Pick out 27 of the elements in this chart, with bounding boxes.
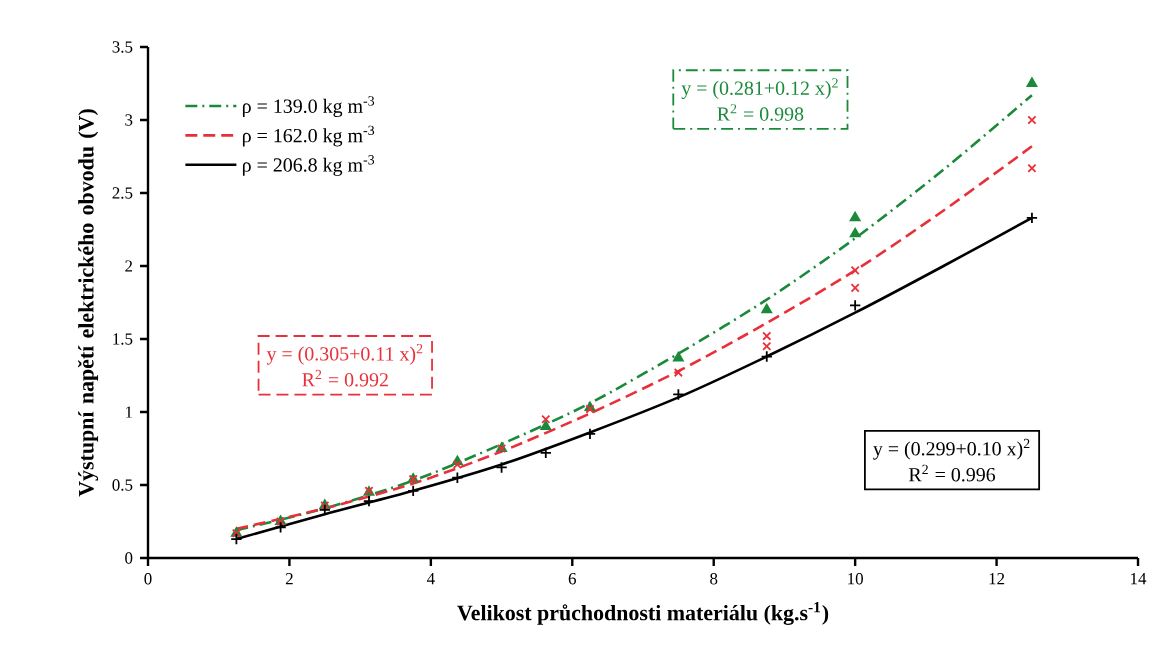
x-tick-label: 2	[285, 573, 293, 585]
x-tick-label: 0	[144, 573, 152, 585]
x-tick-label: 14	[1131, 573, 1147, 585]
y-tick-label: 2	[125, 260, 133, 272]
annotation: R$^{2}$ = 0.996	[908, 464, 996, 482]
y-tick-label: 0.5	[112, 479, 133, 491]
y-tick-label: 3	[125, 114, 133, 126]
y-axis-title: Výstupní napětí elektrického obvodu (V)	[77, 109, 99, 497]
annotation: R$^{2}$ = 0.998	[717, 104, 804, 121]
y-tick-label: 1.5	[113, 333, 133, 345]
x-tick-label: 6	[568, 573, 577, 585]
x-tick-label: 10	[848, 573, 863, 585]
y-tick-label: 2.5	[112, 187, 133, 199]
annotation: R$^{2}$ = 0.992	[302, 369, 388, 387]
annotation: y = (0.305+0.11 x)$^{2}$	[266, 343, 423, 365]
legend-label: ρ = 206.8 kg m$^{-3}$	[242, 155, 375, 176]
legend-label: ρ = 139.0 kg m$^{-3}$	[242, 96, 375, 118]
annotation: y = (0.299+0.10 x)$^{2}$	[873, 438, 1030, 460]
legend-label: ρ = 162.0 kg m$^{-3}$	[242, 125, 375, 147]
x-tick-label: 8	[710, 573, 718, 585]
y-tick-label: 0	[125, 552, 133, 564]
x-tick-label: 4	[426, 573, 435, 585]
x-axis-title: Velikost průchodnosti materiálu (kg.s$^{-1}$)	[457, 602, 829, 625]
y-tick-label: 3.5	[112, 41, 133, 53]
annotation: y = (0.281+0.12 x)$^{2}$	[681, 78, 838, 100]
x-tick-label: 12	[989, 573, 1005, 585]
y-tick-label: 1	[126, 406, 132, 418]
